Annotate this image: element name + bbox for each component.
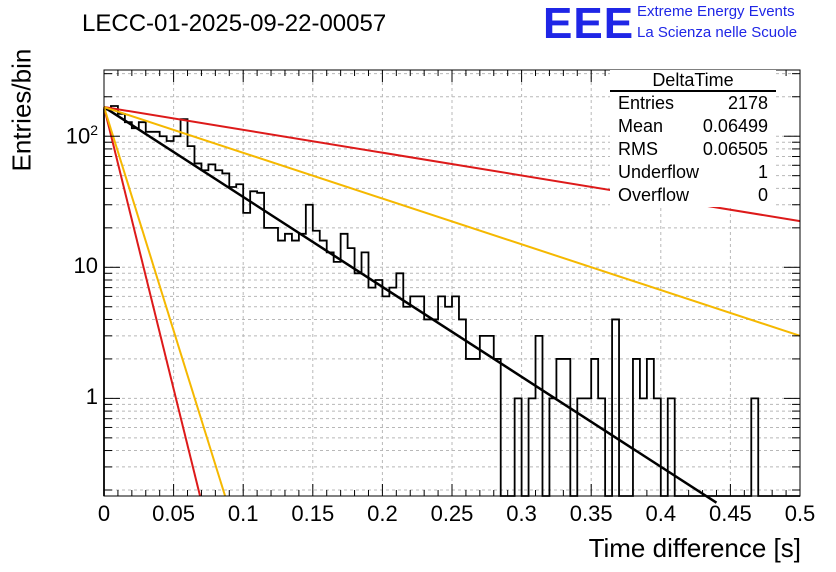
x-tick-label: 0.2 xyxy=(367,501,398,526)
x-tick-label: 0 xyxy=(97,501,111,526)
stats-value: 1 xyxy=(757,162,768,182)
stats-value: 0.06505 xyxy=(702,139,768,159)
stats-value: 0.06499 xyxy=(702,116,768,136)
y-tick-label: 1 xyxy=(85,384,98,410)
stats-row-overflow: Overflow 0 xyxy=(610,184,776,207)
chart-title: LECC-01-2025-09-22-00057 xyxy=(82,10,387,37)
y-tick-label: 102 xyxy=(65,122,98,149)
x-tick-label: 0.5 xyxy=(784,501,816,526)
stats-label: Entries xyxy=(618,93,675,113)
stats-value: 0 xyxy=(757,185,768,205)
eee-logo: EEE xyxy=(543,0,635,48)
stats-row-rms: RMS 0.06505 xyxy=(610,138,776,161)
fit-line xyxy=(103,106,202,497)
x-axis-label: Time difference [s] xyxy=(588,533,801,563)
logo-line-2: La Scienza nelle Scuole xyxy=(637,24,798,41)
x-tick-label: 0.4 xyxy=(645,501,677,526)
fit-line xyxy=(103,105,718,504)
y-tick-exponent: 2 xyxy=(90,122,98,139)
x-tick-label: 0.05 xyxy=(152,501,196,526)
stats-label: Underflow xyxy=(618,162,700,182)
y-axis-label: Entries/bin xyxy=(6,48,37,172)
stats-value: 2178 xyxy=(727,93,768,113)
stats-name: DeltaTime xyxy=(610,70,776,92)
x-tick-label: 0.35 xyxy=(569,501,613,526)
x-tick-label: 0.1 xyxy=(227,501,259,526)
stats-box: DeltaTime Entries 2178 Mean 0.06499 RMS … xyxy=(610,70,776,207)
fit-line xyxy=(103,106,801,337)
x-tick-label: 0.25 xyxy=(430,501,474,526)
stats-row-underflow: Underflow 1 xyxy=(610,161,776,184)
stats-row-mean: Mean 0.06499 xyxy=(610,115,776,138)
x-tick-label: 0.3 xyxy=(506,501,537,526)
fit-line xyxy=(103,106,227,497)
y-tick-label: 10 xyxy=(73,253,98,279)
x-tick-label: 0.45 xyxy=(708,501,752,526)
x-tick-label: 0.15 xyxy=(291,501,335,526)
stats-label: Overflow xyxy=(618,185,690,205)
histogram-series xyxy=(103,105,800,497)
stats-label: Mean xyxy=(618,116,664,136)
logo-line-1: Extreme Energy Events xyxy=(637,3,795,20)
stats-row-entries: Entries 2178 xyxy=(610,92,776,115)
stats-label: RMS xyxy=(618,139,658,159)
